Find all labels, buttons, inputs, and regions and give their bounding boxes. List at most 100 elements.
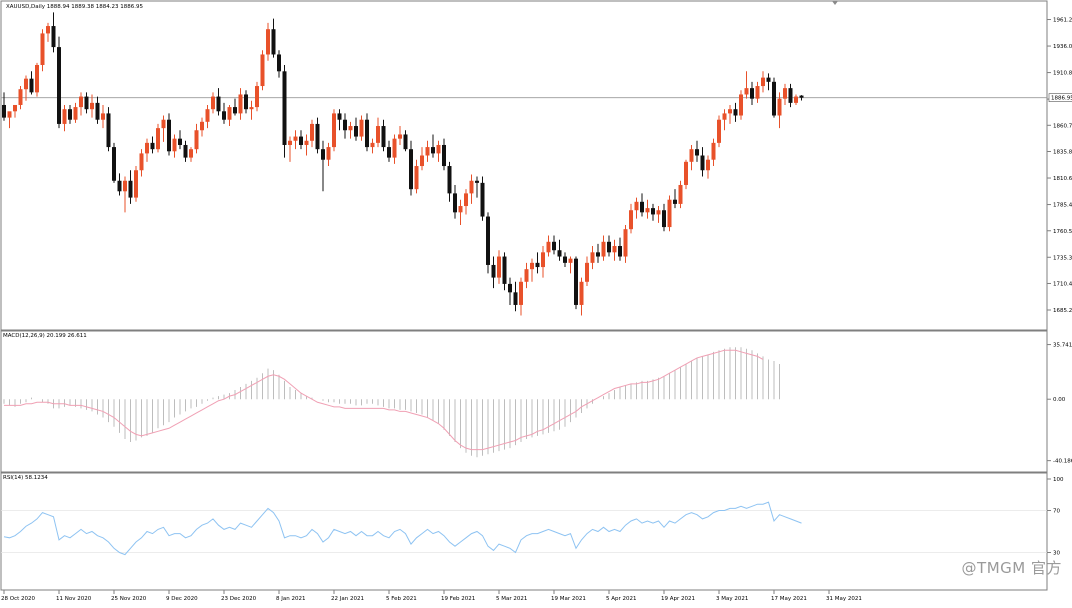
time-tick-label: 8 Jan 2021 <box>276 596 305 602</box>
candle-body <box>755 86 760 99</box>
candle-body <box>733 109 738 116</box>
price-tick-label: 1735.30 <box>1053 255 1072 261</box>
candle-body <box>596 252 600 257</box>
candle-body <box>673 199 677 204</box>
candle-body <box>607 241 611 253</box>
candle-body <box>568 258 573 263</box>
candle-body <box>458 206 463 213</box>
candle-body <box>84 96 89 110</box>
candle-body <box>123 180 127 192</box>
candle-body <box>189 149 193 158</box>
candle-body <box>68 109 72 120</box>
candle-body <box>744 88 749 95</box>
candle-body <box>409 149 413 190</box>
candle-body <box>249 107 254 110</box>
candle-body <box>233 107 237 114</box>
candle-body <box>601 241 606 257</box>
price-tick-label: 1785.40 <box>1053 203 1072 209</box>
candle-body <box>337 113 342 120</box>
candle-body <box>376 126 380 143</box>
price-tick-label: 1936.00 <box>1053 44 1072 50</box>
time-tick-label: 3 May 2021 <box>716 596 748 602</box>
time-tick-label: 5 Feb 2021 <box>386 596 417 602</box>
candle-body <box>145 142 149 154</box>
rsi-line <box>3 501 802 556</box>
candle-body <box>480 182 485 217</box>
candle-body <box>310 123 314 141</box>
candle-body <box>238 94 243 114</box>
candle-body <box>370 142 375 148</box>
candle-body <box>579 281 584 305</box>
price-pane-frame <box>0 0 1048 331</box>
price-tick-label: 1810.60 <box>1053 176 1072 182</box>
candle-body <box>717 119 721 143</box>
time-tick-label: 5 Apr 2021 <box>606 596 637 602</box>
candle-body <box>79 96 83 108</box>
candle-body <box>508 283 512 293</box>
macd-tick-label: 0.00 <box>1053 397 1066 403</box>
candle-body <box>178 138 182 145</box>
rsi-tick-label: 70 <box>1053 509 1060 515</box>
price-tick-label: 1710.40 <box>1053 281 1072 287</box>
current-price-label: 1886.95 <box>1051 96 1072 102</box>
candle-body <box>513 292 518 305</box>
candle-body <box>414 166 419 190</box>
candle-body <box>761 77 765 87</box>
candle-body <box>381 126 386 148</box>
macd-signal-line <box>4 349 764 451</box>
candle-body <box>656 210 661 215</box>
candle-body <box>535 262 540 268</box>
candle-body <box>623 229 628 257</box>
candle-body <box>266 29 270 55</box>
candle-body <box>299 136 303 145</box>
candle-body <box>590 252 595 263</box>
rsi-title: RSI(14) 58.1234 <box>3 475 48 481</box>
candle-body <box>541 252 545 268</box>
candle-body <box>354 126 358 137</box>
macd-tick-label: -40.186 <box>1053 459 1072 465</box>
time-tick-label: 19 Feb 2021 <box>441 596 475 602</box>
time-tick-label: 9 Dec 2020 <box>166 596 198 602</box>
candle-body <box>398 134 402 139</box>
rsi-tick-label: 100 <box>1053 477 1064 483</box>
candle-body <box>387 147 391 158</box>
candle-body <box>447 166 452 194</box>
candle-body <box>244 94 248 110</box>
candle-body <box>788 88 793 103</box>
candle-body <box>57 47 61 124</box>
candle-body <box>13 104 17 112</box>
candle-body <box>453 193 457 213</box>
candle-body <box>134 170 138 198</box>
candle-body <box>392 138 397 158</box>
candle-body <box>700 155 705 171</box>
candle-body <box>156 128 160 150</box>
price-tick-label: 1961.20 <box>1053 18 1072 24</box>
candle-body <box>640 201 644 213</box>
candle-body <box>706 159 710 171</box>
candle-body <box>475 180 479 183</box>
candle-body <box>90 102 94 110</box>
candle-body <box>519 281 523 305</box>
candle-body <box>288 140 292 145</box>
candle-body <box>62 109 67 124</box>
time-tick-label: 28 Oct 2020 <box>1 596 36 602</box>
candle-body <box>365 119 369 148</box>
candle-body <box>662 210 666 228</box>
price-tick-label: 1910.80 <box>1053 71 1072 77</box>
time-tick-label: 31 May 2021 <box>826 596 862 602</box>
candle-body <box>711 142 716 160</box>
candle-body <box>678 184 683 204</box>
candle-body <box>530 262 534 270</box>
candle-body <box>629 210 633 230</box>
candle-body <box>18 89 23 105</box>
candle-body <box>343 119 347 131</box>
candle-body <box>436 144 441 154</box>
time-tick-label: 11 Nov 2020 <box>56 596 92 602</box>
candle-body <box>332 113 336 148</box>
candle-body <box>73 107 78 120</box>
candle-body <box>282 71 287 145</box>
candle-body <box>695 149 699 156</box>
candle-body <box>205 109 210 122</box>
candle-body <box>101 113 105 120</box>
